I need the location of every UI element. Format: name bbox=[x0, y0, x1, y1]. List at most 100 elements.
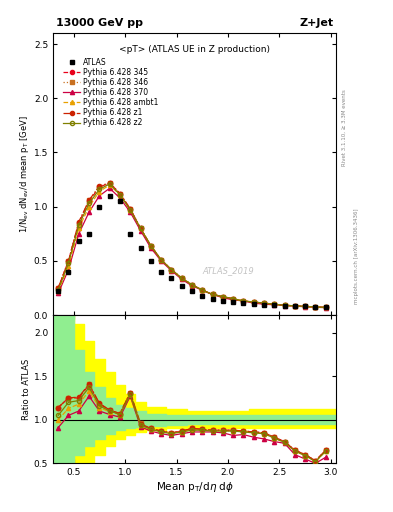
Pythia 6.428 346 bbox=[179, 275, 184, 281]
Pythia 6.428 346 bbox=[159, 257, 163, 263]
ATLAS bbox=[252, 301, 256, 307]
Pythia 6.428 ambt1 bbox=[149, 243, 153, 249]
Pythia 6.428 z2 bbox=[292, 303, 297, 309]
Pythia 6.428 ambt1 bbox=[76, 225, 81, 231]
Pythia 6.428 ambt1 bbox=[97, 188, 102, 195]
Pythia 6.428 370 bbox=[323, 305, 328, 311]
Pythia 6.428 ambt1 bbox=[179, 275, 184, 281]
Pythia 6.428 345 bbox=[220, 293, 225, 300]
Pythia 6.428 370 bbox=[149, 245, 153, 251]
ATLAS bbox=[118, 198, 122, 204]
Pythia 6.428 370 bbox=[231, 297, 235, 303]
Pythia 6.428 ambt1 bbox=[138, 225, 143, 231]
Pythia 6.428 z2 bbox=[282, 302, 287, 308]
Pythia 6.428 346 bbox=[220, 293, 225, 300]
ATLAS bbox=[231, 299, 235, 305]
Pythia 6.428 z1 bbox=[118, 190, 122, 197]
ATLAS bbox=[56, 288, 61, 294]
Pythia 6.428 z1 bbox=[76, 219, 81, 225]
Pythia 6.428 z1 bbox=[179, 275, 184, 281]
Pythia 6.428 z2 bbox=[252, 299, 256, 305]
Line: Pythia 6.428 z1: Pythia 6.428 z1 bbox=[56, 181, 328, 310]
Pythia 6.428 345 bbox=[128, 206, 132, 212]
Pythia 6.428 z1 bbox=[200, 287, 205, 293]
Pythia 6.428 346 bbox=[241, 298, 246, 304]
Line: ATLAS: ATLAS bbox=[56, 194, 328, 310]
ATLAS bbox=[66, 269, 71, 275]
ATLAS bbox=[313, 305, 318, 311]
Pythia 6.428 346 bbox=[66, 258, 71, 264]
Pythia 6.428 z1 bbox=[272, 301, 277, 307]
Text: 13000 GeV pp: 13000 GeV pp bbox=[56, 17, 143, 28]
Pythia 6.428 ambt1 bbox=[292, 303, 297, 309]
Pythia 6.428 346 bbox=[282, 302, 287, 308]
Pythia 6.428 370 bbox=[220, 294, 225, 301]
Pythia 6.428 346 bbox=[128, 206, 132, 212]
Pythia 6.428 z1 bbox=[56, 285, 61, 291]
Pythia 6.428 z1 bbox=[292, 303, 297, 309]
Pythia 6.428 z1 bbox=[159, 257, 163, 263]
Pythia 6.428 z2 bbox=[76, 222, 81, 228]
ATLAS bbox=[262, 302, 266, 308]
Pythia 6.428 z1 bbox=[313, 304, 318, 310]
Pythia 6.428 345 bbox=[169, 266, 174, 272]
Pythia 6.428 345 bbox=[200, 287, 205, 293]
Pythia 6.428 ambt1 bbox=[189, 282, 194, 288]
ATLAS bbox=[189, 288, 194, 294]
Pythia 6.428 370 bbox=[313, 304, 318, 310]
Pythia 6.428 345 bbox=[241, 298, 246, 304]
Pythia 6.428 ambt1 bbox=[169, 266, 174, 272]
ATLAS bbox=[87, 231, 92, 237]
Pythia 6.428 ambt1 bbox=[323, 305, 328, 311]
Pythia 6.428 ambt1 bbox=[220, 293, 225, 300]
Text: mcplots.cern.ch [arXiv:1306.3436]: mcplots.cern.ch [arXiv:1306.3436] bbox=[354, 208, 359, 304]
ATLAS bbox=[220, 298, 225, 304]
Pythia 6.428 370 bbox=[66, 266, 71, 272]
Pythia 6.428 ambt1 bbox=[241, 298, 246, 304]
Pythia 6.428 z2 bbox=[323, 305, 328, 311]
ATLAS bbox=[292, 303, 297, 309]
ATLAS bbox=[272, 302, 277, 308]
Pythia 6.428 z1 bbox=[189, 282, 194, 288]
Pythia 6.428 z2 bbox=[118, 191, 122, 198]
Legend: ATLAS, Pythia 6.428 345, Pythia 6.428 346, Pythia 6.428 370, Pythia 6.428 ambt1,: ATLAS, Pythia 6.428 345, Pythia 6.428 34… bbox=[62, 56, 160, 129]
Pythia 6.428 z2 bbox=[220, 293, 225, 300]
Pythia 6.428 345 bbox=[189, 282, 194, 288]
Pythia 6.428 346 bbox=[149, 243, 153, 249]
Pythia 6.428 370 bbox=[303, 304, 307, 310]
Pythia 6.428 345 bbox=[56, 285, 61, 291]
Pythia 6.428 346 bbox=[118, 190, 122, 197]
Y-axis label: 1/N$_\mathregular{ev}$ dN$_\mathregular{ev}$/d mean p$_\mathregular{T}$ [GeV]: 1/N$_\mathregular{ev}$ dN$_\mathregular{… bbox=[18, 115, 31, 233]
Pythia 6.428 z1 bbox=[87, 197, 92, 203]
Pythia 6.428 345 bbox=[252, 299, 256, 305]
Pythia 6.428 346 bbox=[252, 299, 256, 305]
Pythia 6.428 370 bbox=[262, 301, 266, 307]
Pythia 6.428 345 bbox=[149, 243, 153, 249]
Pythia 6.428 ambt1 bbox=[210, 291, 215, 297]
Pythia 6.428 z1 bbox=[107, 180, 112, 186]
Pythia 6.428 z1 bbox=[66, 258, 71, 264]
Pythia 6.428 345 bbox=[76, 220, 81, 226]
Pythia 6.428 z2 bbox=[169, 266, 174, 272]
ATLAS bbox=[323, 305, 328, 311]
Pythia 6.428 z1 bbox=[282, 302, 287, 308]
Pythia 6.428 346 bbox=[272, 301, 277, 307]
ATLAS bbox=[241, 300, 246, 306]
Pythia 6.428 370 bbox=[87, 209, 92, 215]
Pythia 6.428 z2 bbox=[66, 260, 71, 266]
Pythia 6.428 345 bbox=[138, 225, 143, 231]
Pythia 6.428 370 bbox=[169, 268, 174, 274]
Pythia 6.428 z2 bbox=[179, 275, 184, 281]
Pythia 6.428 z1 bbox=[220, 293, 225, 300]
Pythia 6.428 ambt1 bbox=[200, 287, 205, 293]
Pythia 6.428 345 bbox=[323, 305, 328, 311]
Pythia 6.428 ambt1 bbox=[272, 301, 277, 307]
Pythia 6.428 346 bbox=[138, 225, 143, 231]
Pythia 6.428 ambt1 bbox=[107, 182, 112, 188]
Pythia 6.428 370 bbox=[210, 291, 215, 297]
Line: Pythia 6.428 345: Pythia 6.428 345 bbox=[56, 181, 328, 310]
ATLAS bbox=[210, 296, 215, 302]
Pythia 6.428 370 bbox=[241, 298, 246, 304]
Text: ATLAS_2019: ATLAS_2019 bbox=[203, 266, 254, 275]
Pythia 6.428 ambt1 bbox=[66, 263, 71, 269]
